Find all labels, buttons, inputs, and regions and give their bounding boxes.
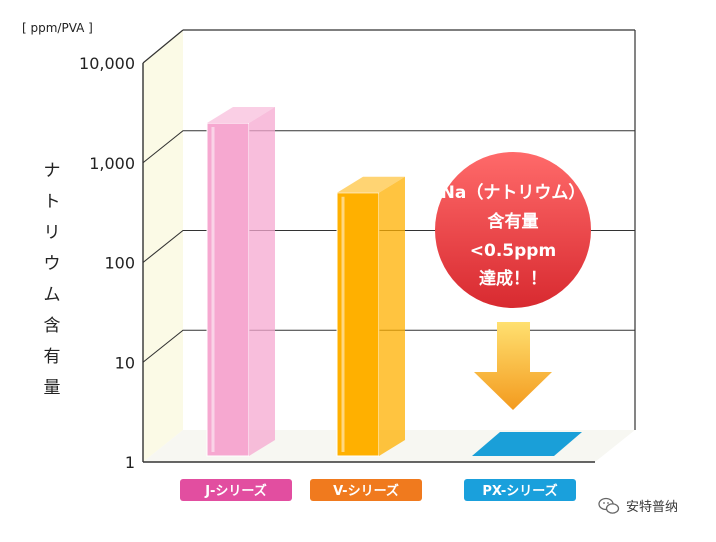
bar-top [337,176,405,193]
callout-text: Na（ナトリウム） [441,182,586,203]
bar-side [249,107,275,456]
y-axis-label-char: リ [44,223,61,243]
y-axis-label-char: 有 [44,347,61,367]
down-arrow [474,322,552,410]
y-tick-label: 100 [104,254,135,273]
callout-text: 達成！！ [479,268,547,289]
callout-circle [435,152,591,308]
category-label-box [180,479,292,501]
y-axis-label-char: ナ [44,161,61,181]
y-tick-label: 10 [115,353,135,372]
bar-top [207,107,275,124]
category-label: V-シリーズ [333,483,399,499]
y-axis-label-char: 量 [44,378,61,398]
category-label: PX-シリーズ [482,483,557,499]
y-axis-label-char: 含 [44,316,61,336]
y-axis-label-char: ウ [44,254,61,274]
gridline [142,329,635,363]
gridline [142,130,635,164]
category-label-box [464,479,576,501]
category-label: J-シリーズ [204,483,267,499]
watermark: 安特普纳 [598,496,678,515]
y-axis-label-char: ム [44,285,61,305]
left-top-edge [142,29,184,64]
callout-text: 含有量 [488,211,539,232]
y-tick-label: 1,000 [89,154,135,173]
unit-label: [ ppm/PVA ] [22,21,93,35]
y-axis-label-char: ト [44,192,61,212]
wechat-icon [598,497,620,514]
watermark-text: 安特普纳 [626,500,679,515]
y-tick-label: 1 [125,453,135,472]
y-tick-label: 10,000 [79,54,135,73]
callout-text: <0.5ppm [470,241,556,261]
category-label-box [310,479,422,501]
bar-side [379,176,405,456]
y-axis-label: ナトリウム含有量 [44,161,61,398]
bar-px-series [472,432,582,456]
